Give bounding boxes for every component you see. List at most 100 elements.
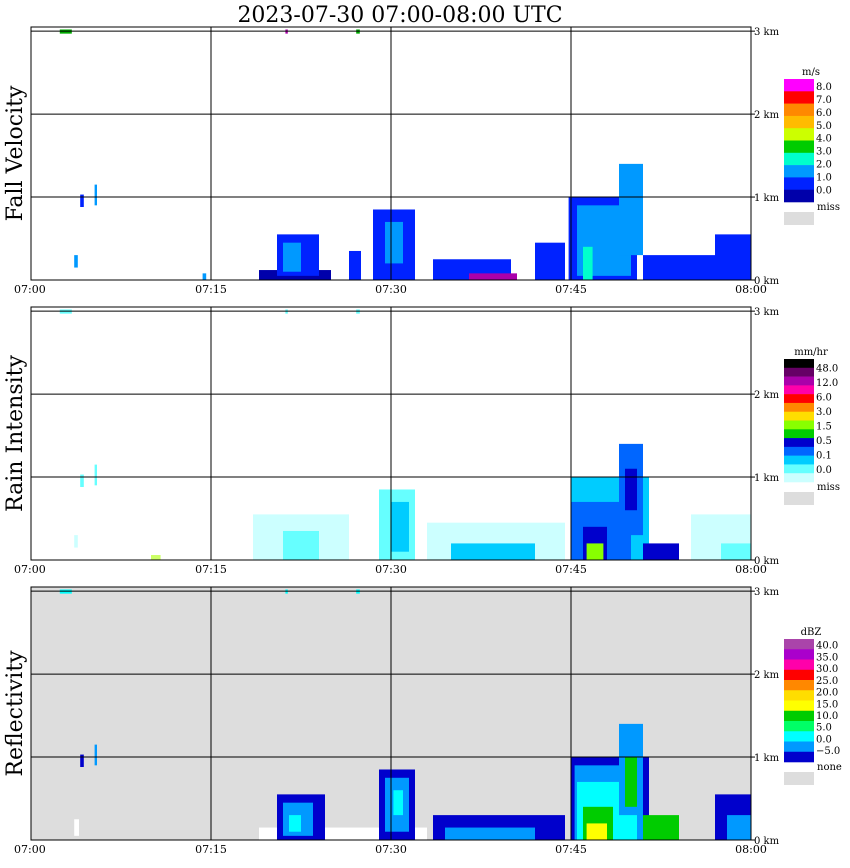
legend-label: 5.0 <box>816 723 832 734</box>
echo-cell <box>289 815 301 832</box>
legend-label: 6.0 <box>816 392 832 403</box>
y-tick-label: 1 km <box>754 193 780 204</box>
x-tick-label: 07:15 <box>195 843 227 856</box>
y-tick-label: 1 km <box>754 753 780 764</box>
y-tick-label: 3 km <box>754 587 780 598</box>
echo-cell <box>625 757 637 807</box>
legend-swatch <box>784 741 814 753</box>
echo-cell <box>94 744 97 766</box>
legend-miss-swatch <box>784 212 814 225</box>
legend-swatch <box>784 639 814 650</box>
legend-swatch <box>784 721 814 732</box>
x-tick-label: 07:45 <box>555 563 587 576</box>
legend-swatch <box>784 690 814 701</box>
legend-swatch <box>784 115 814 129</box>
legend-swatch <box>784 177 814 190</box>
x-tick-label: 07:45 <box>555 283 587 296</box>
echo-cell <box>393 790 403 816</box>
x-tick-label: 07:15 <box>195 283 227 296</box>
legend-label: 1.0 <box>816 173 832 184</box>
legend-swatch <box>784 79 814 92</box>
legend-swatch <box>784 128 814 141</box>
echo-cell <box>445 827 535 840</box>
panel-rain-intensity: 0 km 1 km 2 km 3 km 07:00 07:15 07:30 07:45 08:0… <box>3 306 840 576</box>
legend-label: 15.0 <box>816 699 838 710</box>
panel-reflectivity: 0 km 1 km 2 km 3 km 07:00 07:15 07:30 07:45 08:0… <box>3 586 842 856</box>
plot-frame <box>30 586 752 841</box>
echo-cell <box>80 754 84 768</box>
legend-miss-label: miss <box>817 202 840 213</box>
echo-cell <box>535 242 565 280</box>
legend-miss-swatch <box>784 492 814 505</box>
echo-cell <box>151 555 161 560</box>
x-tick-label: 08:00 <box>735 283 767 296</box>
chart-title: 2023-07-30 07:00-08:00 UTC <box>237 3 562 28</box>
legend-label: 0.0 <box>816 186 832 197</box>
panels: 0 km 1 km 2 km 3 km 07:00 07:15 07:30 07:45 08:0… <box>3 26 842 856</box>
legend-label: 5.0 <box>816 121 832 132</box>
legend-swatch <box>784 394 814 404</box>
echo-cell <box>283 530 319 560</box>
legend-label: 7.0 <box>816 95 832 106</box>
legend-swatch <box>784 438 814 448</box>
legend-label: 0.5 <box>816 436 832 447</box>
legend-swatch <box>784 91 814 104</box>
echo-cell <box>625 468 637 511</box>
legend-swatch <box>784 152 814 166</box>
y-tick-label: 0 km <box>754 276 780 287</box>
legend-label: 40.0 <box>816 641 838 652</box>
legend-label: 0.0 <box>816 734 832 745</box>
legend-swatch <box>784 429 814 439</box>
x-tick-label: 07:15 <box>195 563 227 576</box>
legend-swatch <box>784 751 814 763</box>
echo-cell <box>349 250 361 280</box>
legend-label: 1.5 <box>816 421 832 432</box>
y-tick-label: 3 km <box>754 307 780 318</box>
echo-cell <box>643 255 715 280</box>
plot-frame <box>30 26 752 281</box>
x-tick-label: 07:00 <box>14 283 46 296</box>
legend-swatch <box>784 385 814 395</box>
echo-cell <box>94 184 97 206</box>
legend-miss-label: miss <box>817 482 840 493</box>
legend-unit: mm/hr <box>794 347 828 358</box>
legend-swatch <box>784 649 814 660</box>
plot-frame <box>30 306 752 561</box>
echo-cell <box>391 501 409 552</box>
legend-label: 10.0 <box>816 711 838 722</box>
x-tick-label: 08:00 <box>735 563 767 576</box>
legend-label: 25.0 <box>816 676 838 687</box>
legend-label: −5.0 <box>816 746 840 757</box>
panel-title: Reflectivity <box>3 650 28 777</box>
legend-swatch <box>784 376 814 386</box>
legend-swatch <box>784 446 814 456</box>
echo-cell <box>80 194 84 208</box>
echo-cell <box>619 163 643 256</box>
y-tick-label: 1 km <box>754 473 780 484</box>
echo-cell <box>643 815 679 840</box>
echo-cell <box>643 543 679 560</box>
panel-title: Rain Intensity <box>3 354 28 511</box>
legend-swatch <box>784 710 814 722</box>
legend-label: 0.0 <box>816 465 832 476</box>
echo-cell <box>715 234 751 280</box>
y-tick-label: 2 km <box>754 110 780 121</box>
x-tick-label: 07:30 <box>375 843 407 856</box>
legend-swatch <box>784 189 814 203</box>
legend-swatch <box>784 731 814 742</box>
legend-label: 3.0 <box>816 147 832 158</box>
legend-swatch <box>784 165 814 178</box>
legend-label: 0.1 <box>816 450 832 461</box>
echo-cell <box>469 273 517 280</box>
echo-cell <box>80 474 84 488</box>
y-tick-label: 0 km <box>754 836 780 847</box>
echo-cell <box>74 819 79 836</box>
legend-swatch <box>784 140 814 154</box>
x-tick-label: 07:30 <box>375 283 407 296</box>
legend-swatch <box>784 367 814 377</box>
legend-label: 3.0 <box>816 407 832 418</box>
echo-cell <box>74 255 78 268</box>
legend-label: 2.0 <box>816 160 832 171</box>
legend-unit: m/s <box>802 67 820 78</box>
